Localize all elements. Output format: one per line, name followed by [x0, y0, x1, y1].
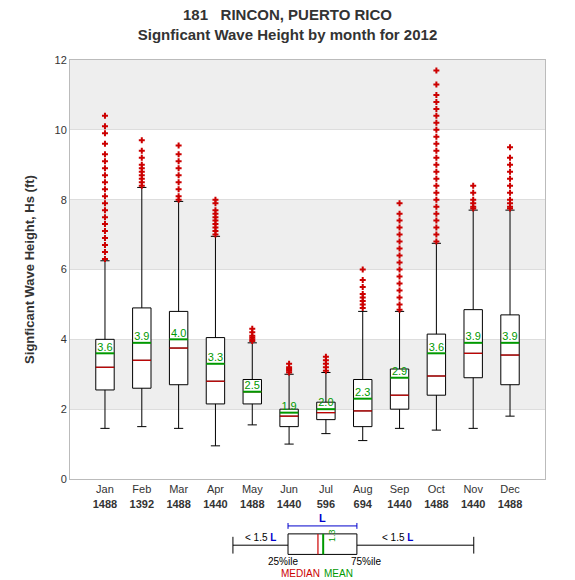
- svg-text:Apr1440: Apr1440: [203, 483, 227, 509]
- svg-text:2.3: 2.3: [355, 386, 370, 398]
- svg-text:2.5: 2.5: [245, 379, 260, 391]
- svg-text:12: 12: [55, 54, 67, 66]
- svg-text:3.9: 3.9: [466, 330, 481, 342]
- svg-text:1.3: 1.3: [327, 529, 337, 542]
- svg-text:8: 8: [61, 194, 67, 206]
- svg-text:2.9: 2.9: [392, 365, 407, 377]
- svg-text:Feb1392: Feb1392: [130, 483, 154, 509]
- svg-text:3.9: 3.9: [134, 330, 149, 342]
- svg-text:Dec1488: Dec1488: [498, 483, 522, 509]
- svg-text:25%ile: 25%ile: [268, 556, 298, 567]
- svg-text:75%ile: 75%ile: [351, 556, 381, 567]
- svg-text:2.0: 2.0: [318, 396, 333, 408]
- svg-text:Nov1440: Nov1440: [461, 483, 485, 509]
- svg-text:Jan1488: Jan1488: [93, 483, 117, 509]
- svg-text:0: 0: [61, 473, 67, 485]
- svg-text:Sep1440: Sep1440: [387, 483, 411, 509]
- svg-text:4: 4: [61, 333, 67, 345]
- svg-text:Oct1488: Oct1488: [424, 483, 448, 509]
- svg-text:L: L: [319, 512, 326, 524]
- svg-text:May1488: May1488: [240, 483, 264, 509]
- svg-text:< 1.5 L: < 1.5 L: [382, 532, 413, 543]
- svg-text:Jun1440: Jun1440: [277, 483, 301, 509]
- svg-text:2: 2: [61, 403, 67, 415]
- svg-text:3.6: 3.6: [429, 341, 444, 353]
- svg-text:6: 6: [61, 263, 67, 275]
- svg-text:Jul596: Jul596: [317, 483, 335, 509]
- svg-text:4.0: 4.0: [171, 327, 186, 339]
- svg-text:Aug694: Aug694: [353, 483, 373, 509]
- svg-text:1.9: 1.9: [281, 400, 296, 412]
- svg-text:10: 10: [55, 124, 67, 136]
- svg-text:181 RINCON, PUERTO RICOSignf: 181 RINCON, PUERTO RICOSignficant Wave H…: [138, 6, 438, 43]
- svg-text:MEDIAN: MEDIAN: [281, 568, 320, 579]
- svg-text:3.3: 3.3: [208, 351, 223, 363]
- svg-text:Signficant Wave Height, Hs (ft: Signficant Wave Height, Hs (ft): [22, 175, 37, 364]
- svg-text:3.9: 3.9: [502, 330, 517, 342]
- svg-text:3.6: 3.6: [97, 341, 112, 353]
- svg-text:< 1.5 L: < 1.5 L: [245, 532, 276, 543]
- svg-text:MEAN: MEAN: [324, 568, 353, 579]
- svg-text:Mar1488: Mar1488: [166, 483, 190, 509]
